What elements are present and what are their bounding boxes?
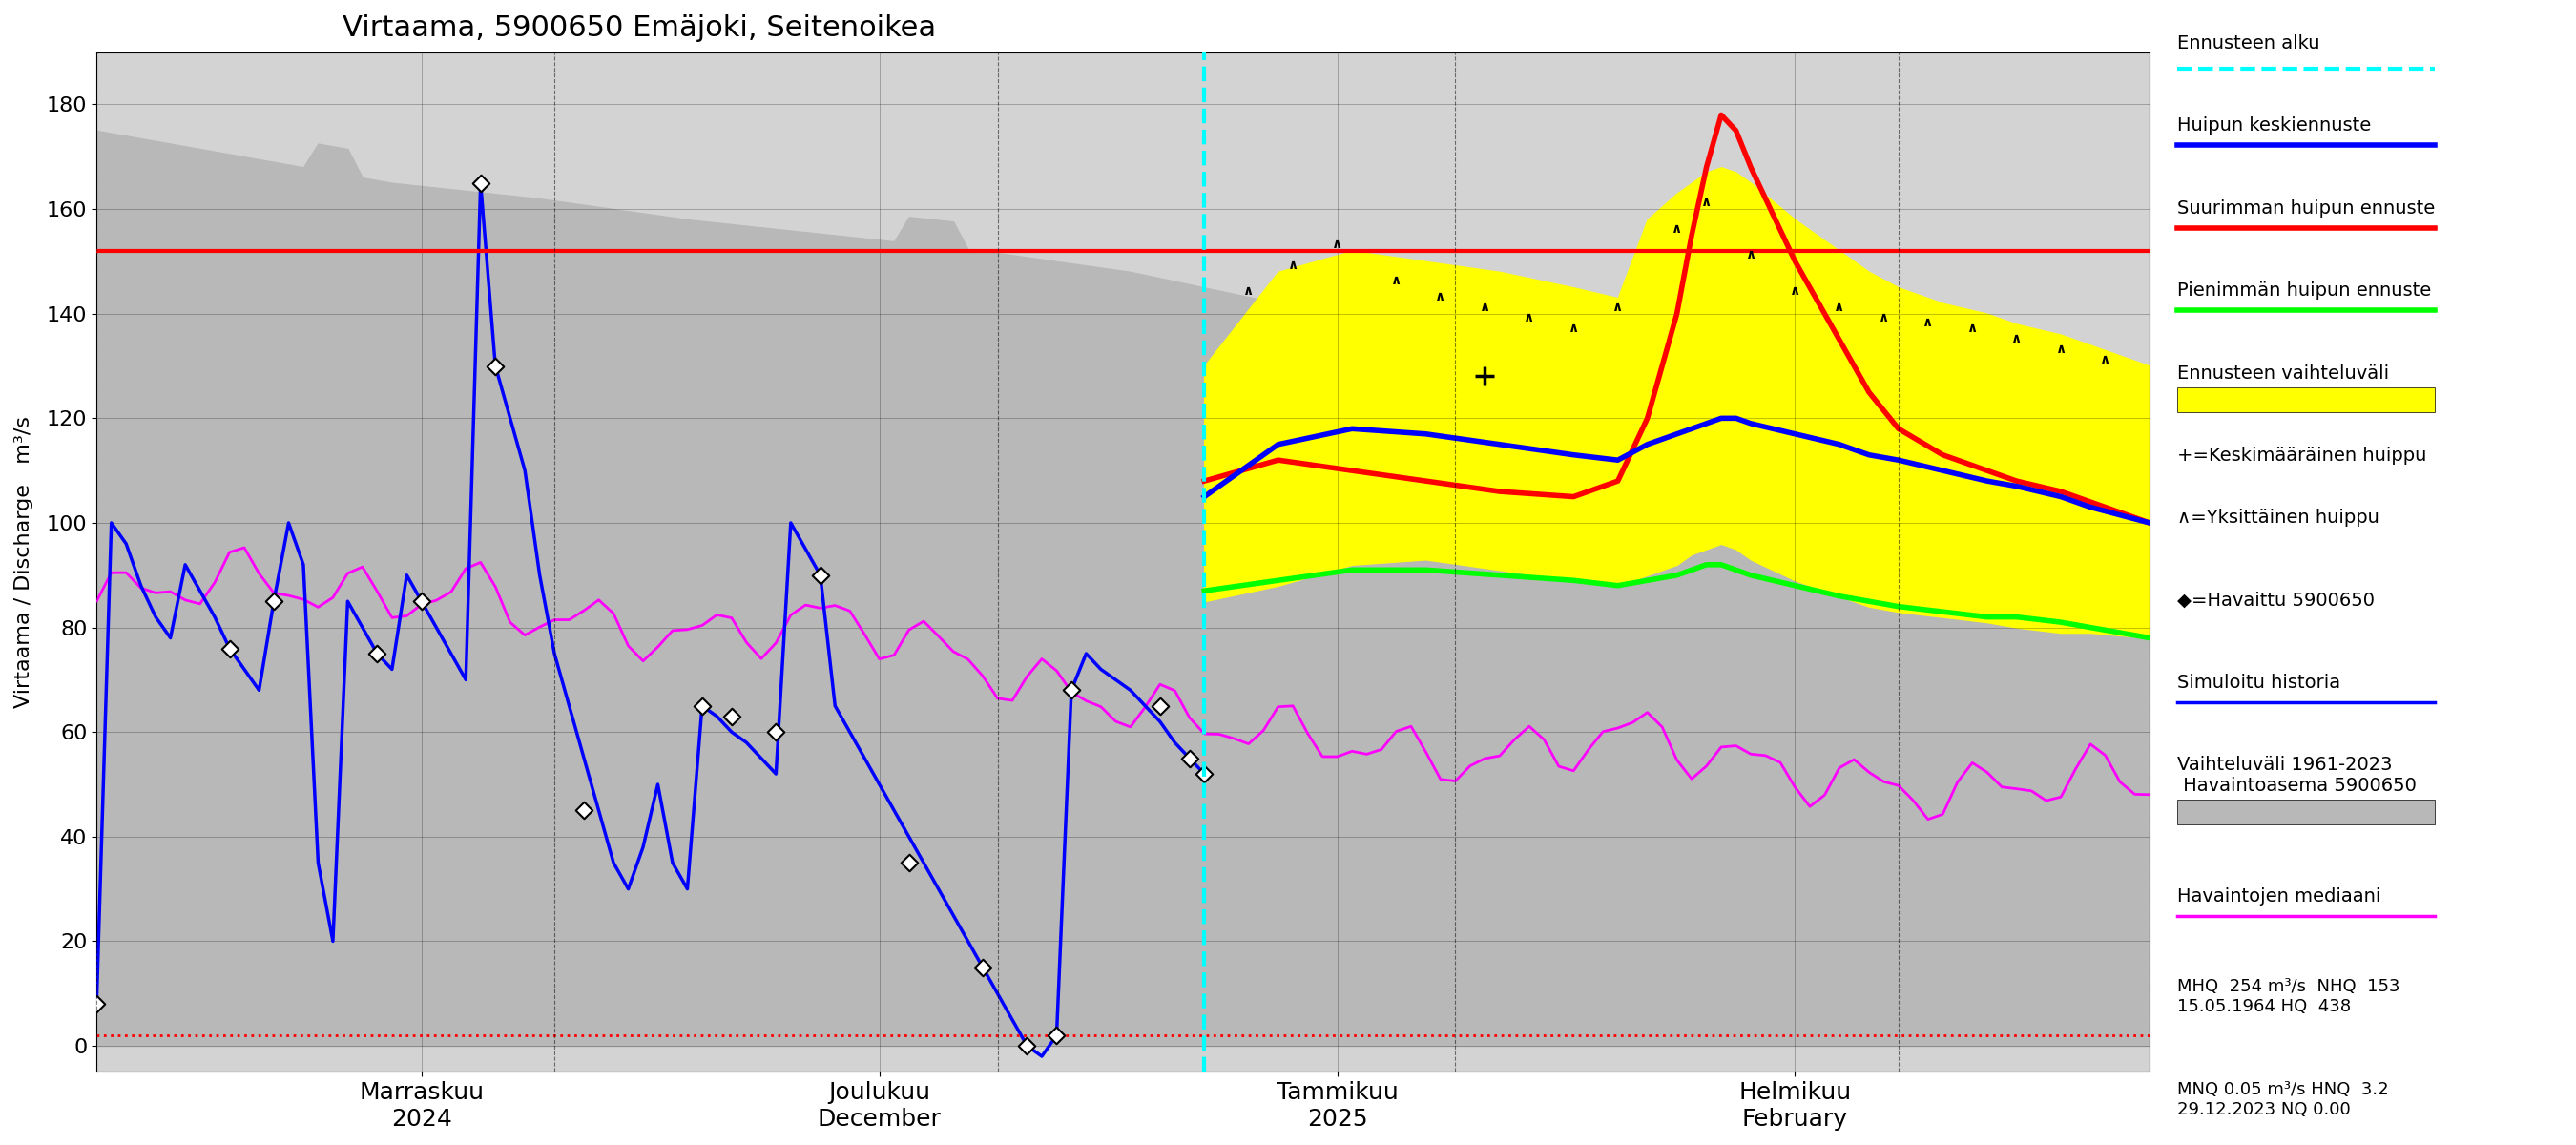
Text: ∧: ∧ <box>1288 259 1298 271</box>
Point <box>1170 749 1211 767</box>
Text: ∧: ∧ <box>1922 316 1935 330</box>
Text: ∧: ∧ <box>1968 322 1978 334</box>
Text: ◆=Havaittu 5900650: ◆=Havaittu 5900650 <box>2177 591 2375 609</box>
Point <box>1139 697 1180 716</box>
Point <box>1007 1036 1048 1055</box>
Point <box>799 566 840 584</box>
Point <box>1051 681 1092 700</box>
Text: Ennusteen alku: Ennusteen alku <box>2177 34 2318 53</box>
Text: ∧: ∧ <box>1391 274 1401 287</box>
Point <box>755 722 796 741</box>
Point <box>711 708 752 726</box>
Text: Simuloitu historia: Simuloitu historia <box>2177 673 2339 692</box>
Text: ∧: ∧ <box>1878 310 1888 324</box>
Point <box>963 958 1005 977</box>
Point <box>889 854 930 872</box>
Text: ∧: ∧ <box>1525 310 1535 324</box>
Point <box>355 645 397 663</box>
Point <box>474 357 515 376</box>
Text: ∧: ∧ <box>1790 285 1801 298</box>
Text: ∧: ∧ <box>1435 290 1445 303</box>
Text: Vaihteluväli 1961-2023
 Havaintoasema 5900650: Vaihteluväli 1961-2023 Havaintoasema 590… <box>2177 756 2416 795</box>
Text: ∧=Yksittäinen huippu: ∧=Yksittäinen huippu <box>2177 508 2378 527</box>
Text: ∧: ∧ <box>1479 300 1492 314</box>
Text: ∧: ∧ <box>1332 237 1342 251</box>
Point <box>75 995 116 1013</box>
Text: ∧: ∧ <box>1569 322 1579 334</box>
Point <box>461 174 502 192</box>
Text: Havaintojen mediaani: Havaintojen mediaani <box>2177 887 2380 906</box>
Text: MNQ 0.05 m³/s HNQ  3.2
29.12.2023 NQ 0.00: MNQ 0.05 m³/s HNQ 3.2 29.12.2023 NQ 0.00 <box>2177 1081 2388 1119</box>
Text: ∧: ∧ <box>2099 353 2110 366</box>
Point <box>564 802 605 820</box>
Text: +=Keskimääräinen huippu: +=Keskimääräinen huippu <box>2177 447 2427 465</box>
Text: Pienimmän huipun ennuste: Pienimmän huipun ennuste <box>2177 282 2432 300</box>
Text: Huipun keskiennuste: Huipun keskiennuste <box>2177 117 2370 135</box>
Text: ∧: ∧ <box>1834 300 1844 314</box>
Text: MHQ  254 m³/s  NHQ  153
15.05.1964 HQ  438: MHQ 254 m³/s NHQ 153 15.05.1964 HQ 438 <box>2177 978 2398 1016</box>
Point <box>683 697 724 716</box>
Point <box>252 592 294 610</box>
Text: ∧: ∧ <box>1700 196 1713 210</box>
Text: ∧: ∧ <box>2056 342 2066 355</box>
Text: ∧: ∧ <box>1672 222 1682 235</box>
Text: Virtaama, 5900650 Emäjoki, Seitenoikea: Virtaama, 5900650 Emäjoki, Seitenoikea <box>343 14 938 42</box>
Point <box>209 639 250 657</box>
Text: ∧: ∧ <box>1613 300 1623 314</box>
Point <box>1036 1026 1077 1044</box>
Y-axis label: Virtaama / Discharge   m³/s: Virtaama / Discharge m³/s <box>15 416 33 708</box>
Text: Ennusteen vaihteluväli: Ennusteen vaihteluväli <box>2177 364 2388 382</box>
Text: ∧: ∧ <box>1244 285 1255 298</box>
Text: ∧: ∧ <box>2012 332 2022 345</box>
Point <box>1185 765 1226 783</box>
Text: ∧: ∧ <box>1747 248 1757 261</box>
Text: Suurimman huipun ennuste: Suurimman huipun ennuste <box>2177 199 2434 218</box>
Point <box>402 592 443 610</box>
